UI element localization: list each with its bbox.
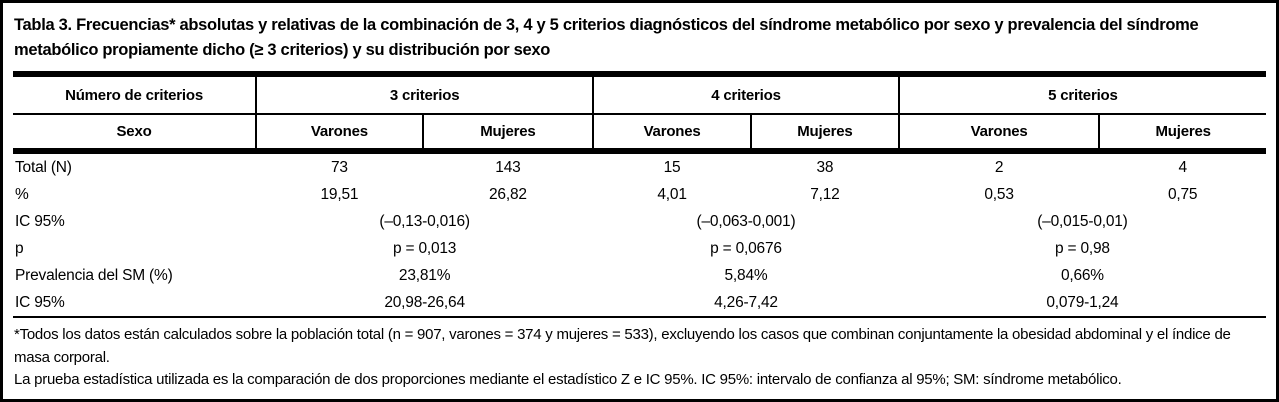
cell-p-5c: p = 0,98 xyxy=(1054,239,1110,257)
header-numero-de-criterios: Número de criterios xyxy=(13,77,258,115)
header-sexo: Sexo xyxy=(13,114,258,154)
footnote-population: *Todos los datos están calculados sobre … xyxy=(14,326,1231,366)
cell-total-mujeres-4c: 38 xyxy=(816,158,834,176)
row-label-ic95-prev: IC 95% xyxy=(13,289,257,318)
cell-ic95-diff-4c: (–0,063-0,001) xyxy=(696,212,796,230)
cell-pct-varones-5c: 0,53 xyxy=(984,185,1014,203)
header-row-criteria: Número de criterios 3 criterios 4 criter… xyxy=(13,77,1266,115)
cell-total-varones-5c: 2 xyxy=(994,158,1004,176)
cell-ic95-prev-3c: 20,98-26,64 xyxy=(256,289,594,318)
header-group-4-criterios: 4 criterios xyxy=(593,77,900,115)
table-title: Tabla 3. Frecuencias* absolutas y relati… xyxy=(14,16,1199,59)
row-label-prevalencia: Prevalencia del SM (%) xyxy=(15,266,173,284)
header-varones-4c: Varones xyxy=(593,114,752,154)
cell-total-varones-3c: 73 xyxy=(330,158,348,176)
cell-prev-4c: 5,84% xyxy=(724,266,768,284)
data-table: Número de criterios 3 criterios 4 criter… xyxy=(13,77,1266,318)
cell-pct-mujeres-3c: 26,82 xyxy=(489,185,527,203)
header-mujeres-3c: Mujeres xyxy=(422,114,595,154)
footnotes: *Todos los datos están calculados sobre … xyxy=(14,324,1266,392)
cell-prev-5c: 0,66% xyxy=(1060,266,1104,284)
cell-pct-varones-4c: 4,01 xyxy=(657,185,687,203)
header-mujeres-5c: Mujeres xyxy=(1099,114,1266,154)
cell-pct-mujeres-5c: 0,75 xyxy=(1167,185,1198,203)
cell-total-mujeres-5c: 4 xyxy=(1178,158,1187,176)
row-label-total: Total (N) xyxy=(15,158,72,176)
cell-ic95-diff-5c: (–0,015-0,01) xyxy=(1037,212,1128,230)
cell-total-varones-4c: 15 xyxy=(663,158,681,176)
cell-pct-mujeres-4c: 7,12 xyxy=(810,185,840,203)
row-ic95-prev: IC 95% 20,98-26,64 4,26-7,42 0,079-1,24 xyxy=(13,289,1266,318)
header-varones-5c: Varones xyxy=(898,114,1101,154)
row-ic95-diff: IC 95% (–0,13-0,016) (–0,063-0,001) (–0,… xyxy=(13,208,1266,235)
row-label-ic95-diff: IC 95% xyxy=(15,212,65,230)
cell-p-3c: p = 0,013 xyxy=(392,239,457,257)
row-total: Total (N) 73 143 15 38 2 4 xyxy=(13,151,1266,181)
cell-total-mujeres-3c: 143 xyxy=(495,158,521,176)
cell-ic95-prev-4c: 4,26-7,42 xyxy=(593,289,899,318)
header-row-sex: Sexo Varones Mujeres Varones Mujeres Var… xyxy=(13,114,1266,154)
row-prevalencia: Prevalencia del SM (%) 23,81% 5,84% 0,66… xyxy=(13,262,1266,289)
row-label-percent: % xyxy=(15,185,29,203)
row-percent: % 19,51 26,82 4,01 7,12 0,53 0,75 xyxy=(13,181,1266,208)
row-p-value: p p = 0,013 p = 0,0676 p = 0,98 xyxy=(13,235,1266,262)
cell-ic95-prev-5c: 0,079-1,24 xyxy=(898,289,1266,318)
header-group-5-criterios: 5 criterios xyxy=(898,77,1266,115)
header-mujeres-4c: Mujeres xyxy=(751,114,900,154)
top-rule xyxy=(13,71,1266,77)
cell-pct-varones-3c: 19,51 xyxy=(320,185,359,203)
footnote-statistics: La prueba estadística utilizada es la co… xyxy=(14,371,1122,388)
header-group-3-criterios: 3 criterios xyxy=(256,77,595,115)
cell-prev-3c: 23,81% xyxy=(398,266,451,284)
cell-ic95-diff-3c: (–0,13-0,016) xyxy=(379,212,470,230)
row-label-p: p xyxy=(15,239,24,257)
header-varones-3c: Varones xyxy=(256,114,424,154)
cell-p-4c: p = 0,0676 xyxy=(710,239,782,257)
